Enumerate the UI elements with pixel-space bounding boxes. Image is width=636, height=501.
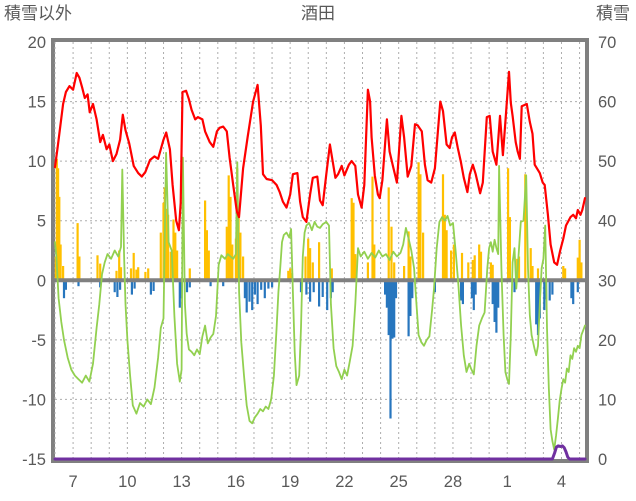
purple-snow-line [53, 444, 587, 461]
green-line [54, 151, 586, 451]
right-axis-title: 積雪 [596, 4, 630, 23]
left-axis-tick-label: 20 [28, 34, 46, 52]
left-axis-tick-label: -5 [31, 332, 46, 350]
right-axis-tick-label: 60 [598, 94, 616, 112]
x-axis-tick-label: 10 [118, 473, 136, 491]
left-axis-tick-label: 5 [37, 213, 46, 231]
left-axis-tick-label: -10 [22, 391, 46, 409]
right-axis-tick-label: 70 [598, 34, 616, 52]
x-axis-tick-label: 7 [68, 473, 77, 491]
right-axis-tick-label: 10 [598, 391, 616, 409]
orange-bars [54, 158, 583, 281]
x-axis-tick-label: 28 [444, 473, 462, 491]
right-axis-tick-label: 0 [598, 451, 607, 469]
right-axis-tick-label: 50 [598, 153, 616, 171]
x-axis-tick-label: 16 [227, 473, 245, 491]
right-axis-tick-label: 30 [598, 272, 616, 290]
x-axis-tick-label: 25 [390, 473, 408, 491]
left-axis-tick-label: -15 [22, 451, 46, 469]
chart-title: 酒田 [301, 4, 335, 23]
x-axis-tick-label: 4 [557, 473, 566, 491]
x-axis-tick-label: 13 [172, 473, 190, 491]
x-axis-tick-label: 22 [335, 473, 353, 491]
x-axis-tick-label: 19 [281, 473, 299, 491]
x-axis-tick-label: 1 [503, 473, 512, 491]
left-axis-title: 積雪以外 [4, 4, 72, 23]
left-axis-tick-label: 0 [37, 272, 46, 290]
right-axis-tick-label: 40 [598, 213, 616, 231]
left-axis-tick-label: 10 [28, 153, 46, 171]
blue-bars [62, 280, 579, 419]
left-axis-tick-label: 15 [28, 94, 46, 112]
plot-frame [51, 38, 589, 463]
right-axis-tick-label: 20 [598, 332, 616, 350]
red-line [53, 70, 587, 266]
